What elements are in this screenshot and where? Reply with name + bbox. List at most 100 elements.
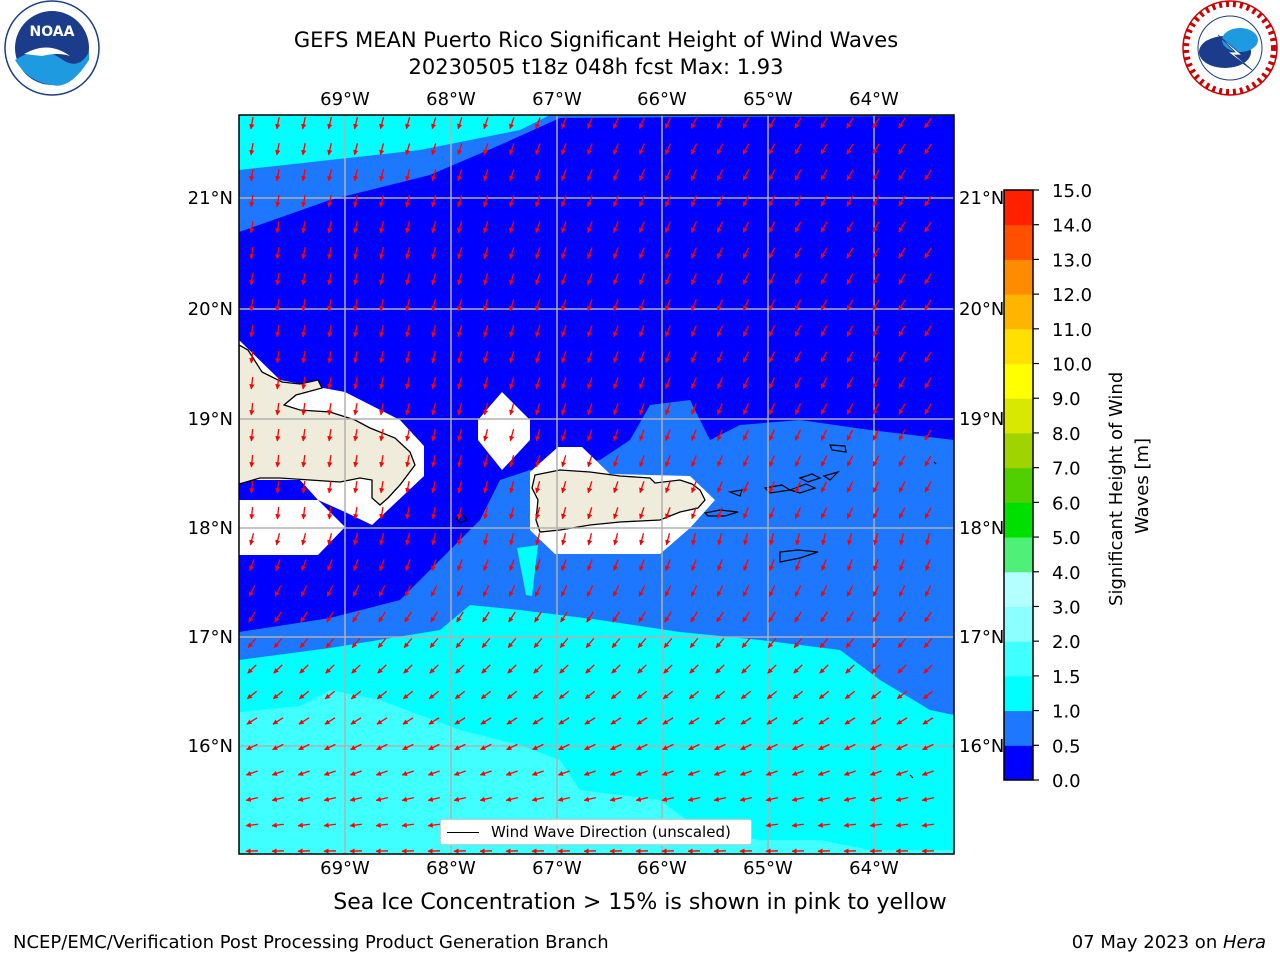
wind-wave-arrow xyxy=(613,143,619,156)
colorbar-segment xyxy=(1004,710,1033,746)
wind-wave-arrow xyxy=(326,585,334,597)
wind-wave-arrow xyxy=(353,169,359,182)
wind-wave-arrow xyxy=(275,272,281,286)
footer-date-text: 07 May 2023 on xyxy=(1071,932,1223,953)
wind-wave-arrow xyxy=(921,770,934,776)
wind-wave-arrow xyxy=(792,717,804,725)
wind-wave-arrow xyxy=(583,796,596,802)
wind-wave-arrow xyxy=(375,770,388,776)
wind-wave-arrow xyxy=(898,117,906,129)
wind-wave-arrow xyxy=(301,272,307,286)
wind-wave-arrow xyxy=(405,506,411,520)
wind-wave-arrow xyxy=(535,377,541,390)
wind-wave-arrow xyxy=(249,142,255,156)
wind-wave-arrow xyxy=(248,611,256,623)
wind-wave-arrow xyxy=(639,377,645,390)
wind-wave-arrow xyxy=(924,195,932,207)
wave-band-south-1.5-2 xyxy=(239,690,954,854)
wind-wave-arrow xyxy=(404,585,412,597)
wind-wave-arrow xyxy=(275,116,281,130)
wind-wave-arrow xyxy=(662,690,674,700)
wind-wave-arrow xyxy=(613,429,619,442)
wind-wave-arrow xyxy=(301,428,307,442)
wind-wave-arrow xyxy=(795,559,801,572)
colorbar-segment xyxy=(1004,675,1033,712)
wind-wave-arrow xyxy=(843,796,856,802)
wind-wave-arrow xyxy=(587,455,593,468)
lon-labels-bottom: 69°W 68°W 67°W 66°W 65°W 64°W xyxy=(320,858,899,879)
wind-wave-arrow xyxy=(431,506,437,520)
wind-wave-arrow xyxy=(613,169,619,182)
wind-wave-arrow xyxy=(559,637,569,649)
wind-wave-arrow xyxy=(664,611,672,623)
wind-wave-arrow xyxy=(717,377,723,389)
wind-wave-arrow xyxy=(379,533,385,546)
wind-wave-arrow xyxy=(818,690,830,700)
lat-label: 16°N xyxy=(188,736,233,757)
wind-wave-arrow xyxy=(613,247,619,260)
wind-wave-arrow xyxy=(846,455,854,467)
wind-wave-arrow xyxy=(820,377,828,389)
wind-wave-arrow xyxy=(379,428,385,442)
sea-ice-note: Sea Ice Concentration > 15% is shown in … xyxy=(333,890,947,915)
wind-wave-arrow xyxy=(818,743,830,751)
wind-wave-arrow xyxy=(275,298,281,312)
wind-wave-arrow xyxy=(324,690,336,700)
wind-wave-arrow xyxy=(846,351,854,363)
wind-wave-arrow xyxy=(377,637,387,649)
wind-wave-arrow xyxy=(690,117,698,129)
wind-wave-arrow xyxy=(610,717,622,725)
wind-wave-arrow xyxy=(613,507,619,520)
wind-wave-arrow xyxy=(275,559,281,572)
wind-wave-arrow xyxy=(691,507,697,520)
wind-wave-arrow xyxy=(509,507,515,520)
wind-wave-arrow xyxy=(897,637,907,649)
lon-label: 64°W xyxy=(849,89,899,110)
wind-wave-arrow xyxy=(508,611,516,623)
wind-wave-arrow xyxy=(609,770,622,776)
footer-credit: NCEP/EMC/Verification Post Processing Pr… xyxy=(13,932,609,953)
wind-wave-arrow xyxy=(271,770,284,776)
wind-wave-arrow xyxy=(405,376,411,390)
wind-wave-arrow xyxy=(249,324,255,338)
wind-wave-arrow xyxy=(613,533,619,546)
wind-wave-arrow xyxy=(820,273,828,285)
wind-wave-arrow xyxy=(379,169,385,182)
wind-wave-arrow xyxy=(483,299,489,312)
wind-wave-arrow xyxy=(431,533,437,546)
wind-wave-arrow xyxy=(584,743,596,751)
wind-wave-arrow xyxy=(846,117,854,129)
wind-wave-arrow xyxy=(271,822,285,828)
wind-wave-arrow xyxy=(457,299,463,312)
wind-wave-arrow xyxy=(872,585,880,597)
lat-labels-left: 21°N 20°N 19°N 18°N 17°N 16°N xyxy=(188,188,233,757)
wind-wave-arrow xyxy=(663,664,673,674)
wind-wave-arrow xyxy=(455,637,465,649)
wind-wave-arrow xyxy=(924,299,932,311)
lat-label: 21°N xyxy=(959,188,1004,209)
wind-wave-arrow xyxy=(741,664,751,674)
wind-wave-arrow xyxy=(376,743,388,751)
wind-wave-arrow xyxy=(428,690,440,700)
wind-wave-arrow xyxy=(924,143,932,155)
wind-wave-arrow xyxy=(587,403,593,416)
wind-wave-arrow xyxy=(431,169,437,182)
wind-wave-arrow xyxy=(561,403,567,416)
wind-wave-arrow xyxy=(924,117,932,129)
wind-wave-arrow xyxy=(558,717,570,725)
wind-wave-arrow xyxy=(665,559,671,572)
wind-wave-arrow xyxy=(817,770,830,776)
wind-wave-arrow xyxy=(664,143,672,155)
wind-wave-arrow xyxy=(898,481,906,493)
colorbar-segment xyxy=(1004,606,1033,642)
wind-wave-arrow xyxy=(690,221,698,233)
wind-wave-arrow xyxy=(509,403,515,416)
wind-wave-arrow xyxy=(379,324,385,338)
wind-wave-arrow xyxy=(509,299,515,312)
wind-wave-arrow xyxy=(327,454,333,468)
wind-wave-arrow xyxy=(403,637,413,649)
wind-wave-arrow xyxy=(509,481,515,494)
wind-wave-arrow xyxy=(379,559,385,572)
lat-label: 17°N xyxy=(959,627,1004,648)
wind-wave-arrow xyxy=(405,117,411,130)
